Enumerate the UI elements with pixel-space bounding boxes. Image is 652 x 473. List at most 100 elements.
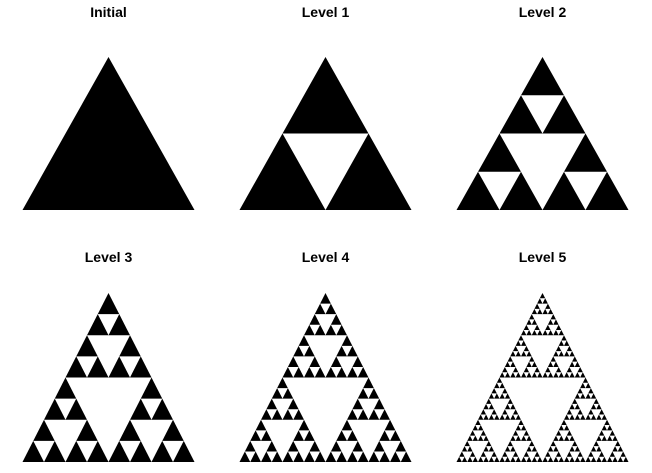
filled-triangle: [379, 409, 390, 420]
filled-triangle: [507, 356, 513, 362]
filled-triangle: [566, 409, 573, 415]
filled-triangle: [558, 351, 564, 357]
panel-level-2: Level 2: [434, 0, 651, 236]
filled-triangle: [496, 377, 503, 383]
filled-triangle: [97, 293, 120, 315]
filled-triangle: [486, 440, 492, 447]
filled-triangle: [555, 451, 562, 457]
filled-triangle: [336, 430, 347, 441]
filled-triangle: [577, 388, 583, 394]
filled-triangle: [469, 430, 476, 436]
filled-triangle: [569, 361, 575, 367]
filled-triangle: [512, 366, 519, 373]
filled-triangle: [523, 451, 530, 457]
filled-triangle: [607, 456, 613, 462]
filled-triangle: [357, 451, 369, 462]
filled-triangle: [601, 456, 607, 462]
filled-triangle: [577, 409, 583, 415]
filled-triangle: [347, 345, 358, 357]
filled-triangle: [590, 414, 597, 420]
filled-triangle: [352, 398, 364, 410]
filled-triangle: [523, 324, 530, 330]
filled-triangle: [553, 446, 559, 452]
filled-triangle: [526, 456, 532, 462]
filled-triangle: [65, 356, 87, 378]
filled-triangle: [534, 303, 540, 309]
filled-triangle: [510, 456, 516, 462]
filled-triangle: [564, 435, 570, 441]
filled-triangle: [502, 388, 508, 394]
filled-triangle: [54, 377, 77, 399]
filled-triangle: [580, 456, 586, 462]
filled-triangle: [580, 372, 586, 378]
filled-triangle: [585, 393, 591, 399]
filled-triangle: [601, 414, 607, 420]
filled-triangle: [261, 409, 272, 420]
filled-triangle: [531, 308, 538, 315]
filled-triangle: [488, 456, 495, 462]
filled-triangle: [574, 446, 581, 452]
filled-triangle: [526, 351, 532, 357]
filled-triangle: [553, 372, 559, 378]
filled-triangle: [373, 398, 385, 410]
filled-triangle: [547, 446, 554, 452]
filled-triangle: [491, 409, 497, 415]
filled-triangle: [523, 345, 530, 352]
filled-triangle: [22, 57, 195, 210]
filled-triangle: [261, 430, 272, 441]
filled-triangle: [379, 430, 390, 441]
filled-triangle: [607, 435, 613, 441]
filled-triangle: [282, 409, 294, 420]
filled-triangle: [368, 388, 380, 399]
filled-triangle: [585, 171, 629, 210]
filled-triangle: [561, 419, 567, 426]
filled-triangle: [529, 356, 535, 362]
filled-triangle: [521, 456, 527, 462]
filled-triangle: [569, 446, 575, 452]
filled-triangle: [515, 372, 521, 378]
filled-triangle: [588, 451, 594, 457]
filled-triangle: [261, 451, 272, 462]
filled-triangle: [293, 366, 304, 378]
filled-triangle: [33, 419, 55, 441]
filled-triangle: [483, 414, 489, 420]
filled-triangle: [582, 377, 589, 383]
filled-triangle: [336, 451, 347, 462]
filled-triangle: [309, 440, 321, 452]
filled-triangle: [593, 398, 599, 404]
filled-triangle: [472, 456, 478, 462]
filled-triangle: [130, 398, 152, 420]
filled-triangle: [534, 324, 540, 330]
filled-triangle: [561, 335, 567, 341]
filled-triangle: [363, 377, 374, 389]
filled-triangle: [22, 440, 44, 462]
filled-triangle: [553, 456, 559, 462]
filled-triangle: [515, 351, 521, 357]
filled-triangle: [623, 456, 629, 462]
filled-triangle: [521, 372, 527, 378]
filled-triangle: [550, 314, 556, 320]
filled-triangle: [542, 298, 548, 304]
filled-triangle: [598, 451, 605, 457]
filled-triangle: [282, 451, 294, 462]
filled-triangle: [580, 382, 586, 389]
filled-triangle: [526, 372, 532, 378]
filled-triangle: [585, 456, 591, 462]
filled-triangle: [108, 314, 130, 336]
filled-triangle: [483, 435, 489, 441]
filled-triangle: [564, 372, 570, 378]
filled-triangle: [537, 329, 543, 336]
filled-triangle: [325, 303, 337, 315]
filled-triangle: [304, 324, 315, 336]
filled-triangle: [596, 414, 602, 420]
filled-triangle: [569, 435, 575, 441]
filled-triangle: [336, 324, 347, 336]
filled-triangle: [558, 329, 564, 336]
filled-triangle: [518, 419, 524, 426]
filled-triangle: [472, 435, 478, 441]
filled-triangle: [537, 372, 543, 378]
filled-triangle: [515, 456, 521, 462]
filled-triangle: [250, 451, 261, 462]
filled-triangle: [287, 398, 299, 410]
filled-triangle: [542, 171, 586, 210]
